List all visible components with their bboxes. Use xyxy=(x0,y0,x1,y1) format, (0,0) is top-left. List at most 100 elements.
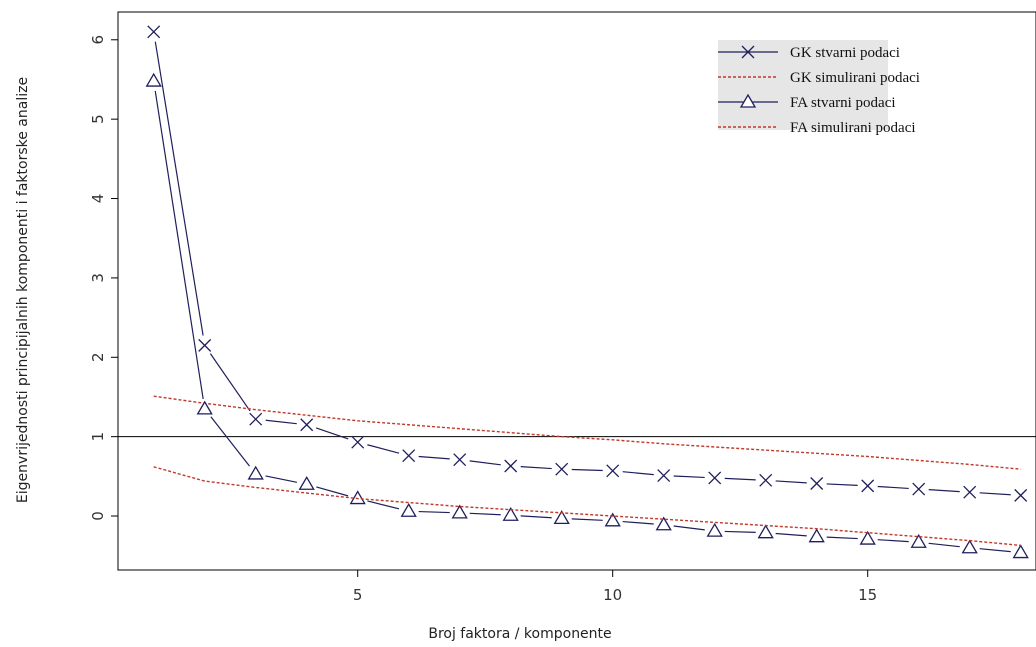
series-segment xyxy=(571,518,603,521)
series-segment xyxy=(265,419,297,425)
series-segment xyxy=(622,520,654,525)
series-segment xyxy=(469,512,501,516)
series-segment xyxy=(520,466,552,470)
series-segment xyxy=(979,492,1011,496)
series-segment xyxy=(418,455,450,460)
data-point xyxy=(351,435,365,449)
y-tick-label: 3 xyxy=(89,273,107,283)
legend-label: FA stvarni podaci xyxy=(790,95,896,111)
series-segment xyxy=(367,444,400,454)
data-point xyxy=(300,418,314,432)
data-point xyxy=(249,412,263,426)
y-tick-label: 4 xyxy=(89,194,107,204)
legend-label: GK stvarni podaci xyxy=(790,45,900,61)
series-actual-0 xyxy=(147,25,1028,502)
y-tick-label: 0 xyxy=(89,511,107,521)
y-tick-label: 1 xyxy=(89,432,107,442)
data-point xyxy=(1014,488,1028,502)
data-point xyxy=(145,72,162,87)
series-segment xyxy=(316,486,349,497)
series-segment xyxy=(154,90,204,400)
series-segment xyxy=(826,483,858,486)
series-segment xyxy=(928,489,960,493)
series-segment xyxy=(209,353,251,412)
data-point xyxy=(708,471,722,485)
series-line xyxy=(153,466,1021,547)
data-point xyxy=(604,512,621,527)
series-segment xyxy=(673,525,705,531)
data-point xyxy=(963,485,977,499)
legend-background xyxy=(718,40,888,130)
series-line xyxy=(153,395,1021,470)
series-segment xyxy=(154,41,204,336)
data-point xyxy=(810,477,824,490)
legend-label: GK simulirani podaci xyxy=(790,70,920,86)
series-segment xyxy=(673,475,705,479)
plot-frame xyxy=(117,11,1036,571)
series-segment xyxy=(826,536,858,540)
data-point xyxy=(912,482,926,496)
y-axis-title: Eigenvrijednosti principijalnih komponen… xyxy=(15,77,31,503)
series-layer xyxy=(145,25,1029,559)
data-point xyxy=(553,510,570,525)
series-segment xyxy=(418,510,450,514)
series-simulated-1 xyxy=(153,395,1021,470)
series-segment xyxy=(265,475,298,483)
data-point xyxy=(504,459,518,473)
data-point xyxy=(400,502,417,517)
series-actual-2 xyxy=(145,72,1029,559)
data-point xyxy=(196,400,213,415)
series-segment xyxy=(979,548,1011,553)
series-segment xyxy=(520,515,552,519)
data-point xyxy=(198,338,212,352)
data-point xyxy=(453,453,467,467)
series-segment xyxy=(775,532,807,537)
data-point xyxy=(147,25,161,39)
series-segment xyxy=(622,471,654,476)
legend-label: FA simulirani podaci xyxy=(790,120,916,136)
data-point xyxy=(1012,544,1029,559)
data-point xyxy=(961,539,978,554)
data-point xyxy=(859,530,876,545)
series-segment xyxy=(877,539,909,543)
x-tick-label: 15 xyxy=(858,586,877,604)
series-segment xyxy=(367,500,400,510)
y-axis: 0 1 2 3 4 5 6 xyxy=(89,35,119,521)
data-point xyxy=(655,516,672,531)
data-point xyxy=(657,469,671,483)
data-point xyxy=(247,465,264,480)
legend-marker xyxy=(739,93,757,108)
data-point xyxy=(759,473,773,487)
series-segment xyxy=(315,427,349,440)
series-segment xyxy=(877,485,909,490)
x-axis-title: Broj faktora / komponente xyxy=(428,626,611,642)
data-point xyxy=(606,464,620,478)
y-tick-label: 2 xyxy=(89,353,107,363)
data-point xyxy=(502,506,519,521)
data-point xyxy=(349,490,366,505)
y-tick-label: 6 xyxy=(89,35,107,45)
x-axis: 5 10 15 xyxy=(353,569,877,604)
data-point xyxy=(555,462,569,476)
series-segment xyxy=(928,542,960,548)
series-segment xyxy=(775,480,807,484)
series-segment xyxy=(724,530,756,533)
data-point xyxy=(706,522,723,537)
x-tick-label: 5 xyxy=(353,586,363,604)
data-point xyxy=(402,449,416,463)
data-point xyxy=(451,504,468,519)
data-point xyxy=(861,479,875,493)
series-segment xyxy=(210,416,251,467)
data-point xyxy=(910,533,927,548)
data-point xyxy=(808,528,825,543)
series-segment xyxy=(571,468,603,472)
y-tick-label: 5 xyxy=(89,114,107,124)
x-tick-label: 10 xyxy=(603,586,622,604)
legend-marker xyxy=(741,45,755,59)
series-simulated-3 xyxy=(153,466,1021,547)
series-segment xyxy=(724,477,756,481)
series-segment xyxy=(469,460,501,466)
data-point xyxy=(757,524,774,539)
legend: GK stvarni podaci GK simulirani podaci FA … xyxy=(718,40,920,136)
